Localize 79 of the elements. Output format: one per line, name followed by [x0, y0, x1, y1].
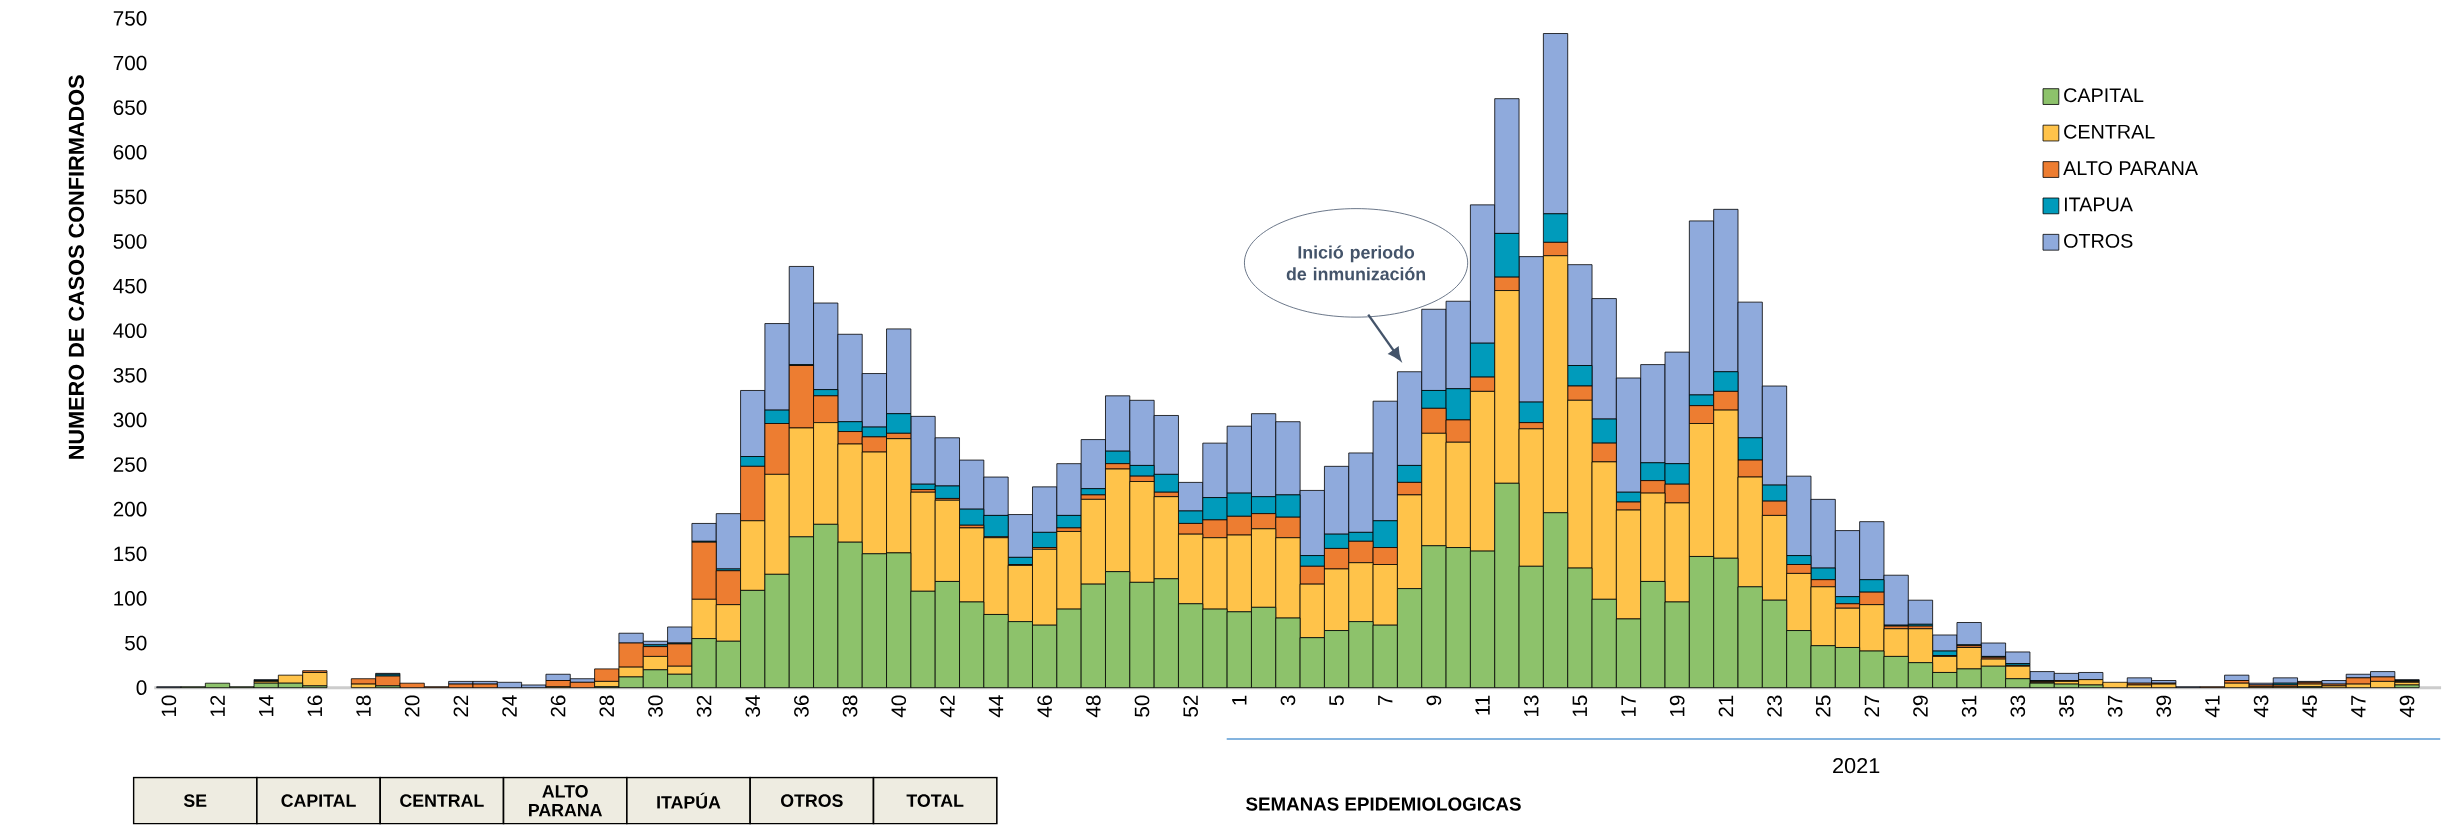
x-tick-label: 17 [1621, 695, 1636, 717]
y-tick-label: 700 [113, 55, 147, 71]
x-tick-label: 1 [1232, 695, 1247, 705]
x-tick-label: 19 [1669, 695, 1685, 717]
x-tick-label: 41 [2205, 695, 2220, 718]
x-tick-label: 25 [1815, 695, 1831, 717]
legend-label: CAPITAL [2064, 88, 2144, 103]
x-tick-label: 37 [2107, 695, 2123, 718]
x-tick-label: 48 [1086, 695, 1101, 718]
text: OTROS [781, 794, 843, 808]
y-tick-label: 500 [113, 234, 147, 250]
x-tick-label: 39 [2156, 695, 2172, 718]
annotation: Inició periodo de inmunización [1286, 245, 1426, 281]
text: CAPITAL [281, 794, 356, 808]
x-tick-label: 12 [210, 695, 225, 717]
y-tick-label: 50 [125, 635, 147, 651]
y-tick-label: 600 [113, 145, 147, 160]
text: 2021 [1833, 758, 1880, 774]
x-tick-label: 21 [1718, 695, 1734, 717]
x-tick-label: 38 [842, 695, 858, 718]
x-tick-label: 46 [1037, 695, 1053, 718]
text: TOTAL [906, 794, 964, 808]
x-tick-label: 3 [1280, 695, 1296, 706]
x-tick-label: 40 [891, 695, 907, 718]
y-tick-label: 450 [113, 278, 147, 294]
y-tick-label: 550 [113, 189, 147, 205]
legend-label: ITAPUA [2064, 197, 2133, 212]
x-tick-label: 24 [502, 695, 517, 717]
y-tick-label: 650 [113, 100, 147, 116]
x-tick-label: 35 [2059, 695, 2074, 718]
x-tick-label: 27 [1864, 695, 1880, 717]
x-tick-label: 30 [648, 695, 663, 718]
x-tick-label: 28 [599, 695, 615, 717]
legend-label: OTROS [2064, 234, 2133, 249]
y-tick-label: 750 [113, 11, 147, 26]
x-tick-label: 33 [2010, 695, 2026, 718]
x-tick-label: 15 [1572, 695, 1588, 717]
y-tick-label: 400 [113, 323, 147, 339]
x-tick-label: 26 [550, 695, 566, 717]
y-tick-label: 350 [113, 368, 147, 383]
y-tick-label: 200 [113, 502, 147, 517]
text: CENTRAL [400, 794, 484, 808]
x-tick-label: 47 [2351, 695, 2366, 718]
x-tick-label: 11 [1475, 695, 1490, 715]
y-tick-label: 300 [113, 412, 147, 428]
y-tick-label: 0 [136, 680, 147, 696]
x-tick-label: 7 [1378, 695, 1393, 706]
x-tick-label: 20 [404, 695, 420, 717]
x-tick-label: 43 [2253, 695, 2269, 718]
x-tick-label: 45 [2302, 695, 2317, 718]
y-tick-label: 100 [114, 591, 147, 606]
legend-label: CENTRAL [2064, 124, 2155, 139]
y-axis-title: NUMERO DE CASOS CONFIRMADOS [68, 75, 85, 460]
y-tick-label: 250 [113, 457, 147, 473]
x-tick-label: 49 [2399, 695, 2415, 718]
x-tick-label: 31 [1961, 695, 1977, 718]
x-tick-label: 52 [1183, 695, 1198, 718]
text: SE [183, 794, 207, 808]
x-tick-label: 14 [259, 695, 274, 717]
x-tick-label: 18 [356, 695, 371, 717]
x-tick-label: 13 [1523, 695, 1539, 717]
y-tick-label: 150 [114, 546, 147, 562]
x-tick-label: 34 [745, 695, 761, 718]
x-tick-label: 32 [696, 695, 712, 718]
text: ITAPÚA [657, 792, 721, 809]
text: ALTO PARANA [529, 785, 603, 817]
x-tick-label: 9 [1426, 695, 1442, 706]
x-tick-label: 42 [940, 695, 955, 718]
x-axis-title: SEMANAS EPIDEMIOLOGICAS [1246, 797, 1521, 811]
x-tick-label: 10 [161, 695, 177, 717]
x-tick-label: 36 [794, 695, 809, 718]
x-tick-label: 29 [1913, 695, 1928, 717]
legend-label: ALTO PARANA [2063, 161, 2198, 176]
x-tick-label: 5 [1329, 695, 1344, 706]
x-tick-label: 44 [988, 695, 1004, 718]
x-tick-label: 50 [1134, 695, 1150, 718]
x-tick-label: 16 [307, 695, 323, 717]
x-tick-label: 22 [453, 695, 469, 717]
x-tick-label: 23 [1767, 695, 1782, 717]
